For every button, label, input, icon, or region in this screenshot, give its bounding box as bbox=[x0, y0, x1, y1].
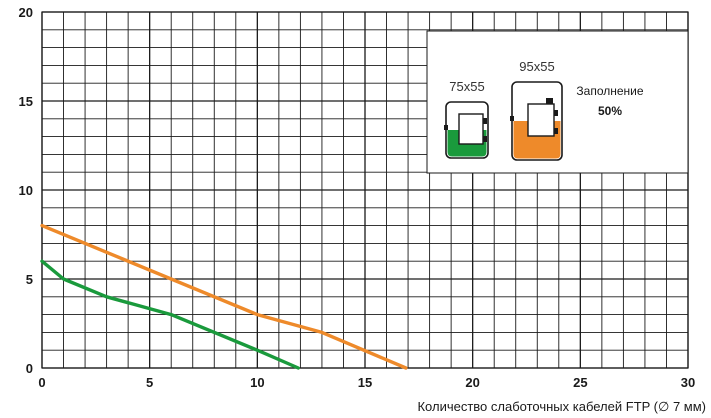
x-tick-label: 0 bbox=[38, 375, 45, 390]
legend-label-95x55: 95x55 bbox=[519, 59, 554, 74]
x-tick-label: 30 bbox=[681, 375, 695, 390]
x-tick-label: 15 bbox=[358, 375, 372, 390]
legend: 75x55 95x55 Заполнение 50% bbox=[426, 30, 689, 174]
duct-75x55-icon bbox=[444, 101, 489, 159]
plot-frame bbox=[41, 11, 689, 369]
legend-label-75x55: 75x55 bbox=[449, 79, 484, 94]
duct-95x55-icon bbox=[510, 81, 563, 161]
x-tick-label: 25 bbox=[573, 375, 587, 390]
y-tick-label: 20 bbox=[19, 5, 33, 20]
x-tick-label: 10 bbox=[250, 375, 264, 390]
legend-fill-label: Заполнение bbox=[576, 84, 643, 98]
series-layer bbox=[40, 223, 408, 370]
legend-fill-value: 50% bbox=[598, 104, 622, 118]
y-tick-label: 15 bbox=[19, 94, 33, 109]
y-tick-label: 5 bbox=[26, 272, 33, 287]
x-axis-label: Количество слаботочных кабелей FTP (∅ 7 … bbox=[417, 399, 706, 414]
x-tick-label: 5 bbox=[146, 375, 153, 390]
y-tick-labels: 0 5 10 15 20 bbox=[19, 5, 33, 376]
y-tick-label: 0 bbox=[26, 361, 33, 376]
series-line-75x55 bbox=[40, 259, 300, 370]
series-line-95x55 bbox=[40, 223, 408, 370]
x-tick-labels: 0 5 10 15 20 25 30 bbox=[38, 375, 695, 390]
y-tick-label: 10 bbox=[19, 183, 33, 198]
x-tick-label: 20 bbox=[465, 375, 479, 390]
